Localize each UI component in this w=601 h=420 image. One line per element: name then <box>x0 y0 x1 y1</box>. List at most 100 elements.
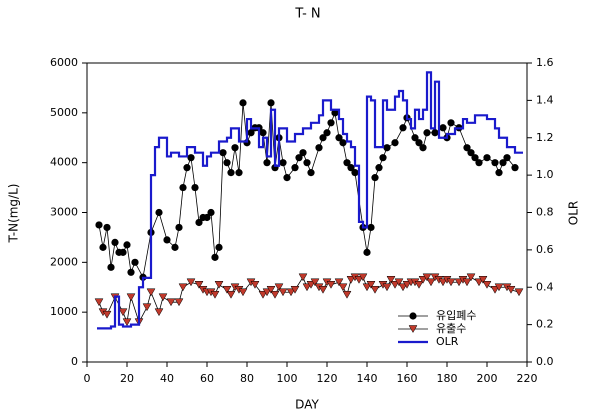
data-point <box>142 303 152 312</box>
data-point <box>222 285 232 294</box>
data-point <box>371 174 379 182</box>
data-point <box>191 183 199 192</box>
data-point <box>283 174 291 182</box>
y2-tick-label: 1.4 <box>536 93 554 106</box>
x-tick-label: 20 <box>120 372 134 385</box>
data-point <box>203 213 211 222</box>
data-point <box>262 288 272 297</box>
data-point <box>482 281 492 289</box>
data-point <box>394 278 404 287</box>
data-point <box>370 285 380 294</box>
x-tick-label: 140 <box>357 372 378 385</box>
data-point <box>335 134 343 142</box>
x-tick-label: 200 <box>477 372 498 385</box>
data-point <box>383 144 391 152</box>
data-point <box>266 285 276 294</box>
y2-tick-label: 0.4 <box>536 280 554 293</box>
data-point <box>107 263 115 271</box>
data-point <box>102 310 112 319</box>
data-point <box>155 208 163 217</box>
y2-tick-label: 1.6 <box>536 56 554 69</box>
data-point <box>490 285 500 294</box>
y-tick-label: 3000 <box>50 206 78 219</box>
data-point <box>118 308 128 317</box>
data-point <box>331 109 339 117</box>
y2-tick-label: 0.6 <box>536 243 554 256</box>
data-point <box>351 169 359 177</box>
y2-tick-label: 0.8 <box>536 206 554 219</box>
data-point <box>323 129 331 137</box>
data-point <box>239 99 247 107</box>
data-point <box>303 159 311 167</box>
data-point <box>267 99 275 107</box>
x-axis-label: DAY <box>295 398 319 412</box>
data-point <box>231 144 239 152</box>
x-tick-label: 40 <box>160 372 174 385</box>
data-point <box>358 273 368 282</box>
data-point <box>235 169 243 177</box>
x-tick-label: 220 <box>517 372 538 385</box>
data-point <box>494 283 504 292</box>
legend-label: OLR <box>436 335 459 348</box>
data-point <box>279 159 287 167</box>
data-point <box>338 283 348 292</box>
data-point <box>299 149 307 157</box>
data-point <box>307 169 315 177</box>
data-point <box>478 276 488 284</box>
data-point <box>390 281 400 289</box>
data-point <box>163 236 171 244</box>
data-point <box>286 288 296 297</box>
y-tick-label: 0 <box>71 355 78 368</box>
x-tick-label: 160 <box>397 372 418 385</box>
data-point <box>315 144 323 152</box>
data-point <box>343 159 351 167</box>
data-point <box>414 281 424 289</box>
x-tick-label: 180 <box>437 372 458 385</box>
data-point <box>210 290 220 299</box>
data-point <box>278 288 288 297</box>
data-point <box>274 283 284 292</box>
x-tick-label: 120 <box>317 372 338 385</box>
y2-tick-label: 0.2 <box>536 318 554 331</box>
data-point <box>426 278 436 287</box>
data-point <box>454 278 464 287</box>
x-tick-label: 0 <box>84 372 91 385</box>
data-point <box>446 278 456 287</box>
data-point <box>227 169 235 177</box>
data-point <box>491 159 499 167</box>
data-point <box>103 223 111 232</box>
data-point <box>306 281 316 289</box>
y2-tick-label: 1.0 <box>536 168 554 181</box>
data-point <box>194 281 204 289</box>
data-point <box>195 218 203 227</box>
data-point <box>126 293 136 302</box>
data-point <box>250 281 260 289</box>
data-point <box>423 129 431 137</box>
data-point <box>179 183 187 192</box>
data-point <box>318 285 328 294</box>
data-point <box>463 144 471 152</box>
data-point <box>495 169 503 177</box>
data-point <box>511 164 519 172</box>
data-point <box>514 288 524 297</box>
data-point <box>499 159 507 167</box>
data-point <box>382 283 392 292</box>
data-point <box>183 164 191 172</box>
x-tick-label: 100 <box>277 372 298 385</box>
data-point <box>291 164 299 172</box>
data-point <box>94 298 104 307</box>
y-axis-label: T-N(mg/L) <box>7 184 21 244</box>
y-tick-label: 5000 <box>50 106 78 119</box>
y-tick-label: 1000 <box>50 305 78 318</box>
y-tick-label: 6000 <box>50 56 78 69</box>
data-point <box>398 283 408 292</box>
y-tick-label: 4000 <box>50 156 78 169</box>
data-point <box>295 154 303 162</box>
y2-axis-label: OLR <box>567 201 581 225</box>
data-point <box>99 243 107 251</box>
data-point <box>367 223 375 232</box>
y-tick-label: 2000 <box>50 255 78 268</box>
data-point <box>375 164 383 172</box>
data-point <box>122 318 132 327</box>
data-point <box>418 276 428 284</box>
